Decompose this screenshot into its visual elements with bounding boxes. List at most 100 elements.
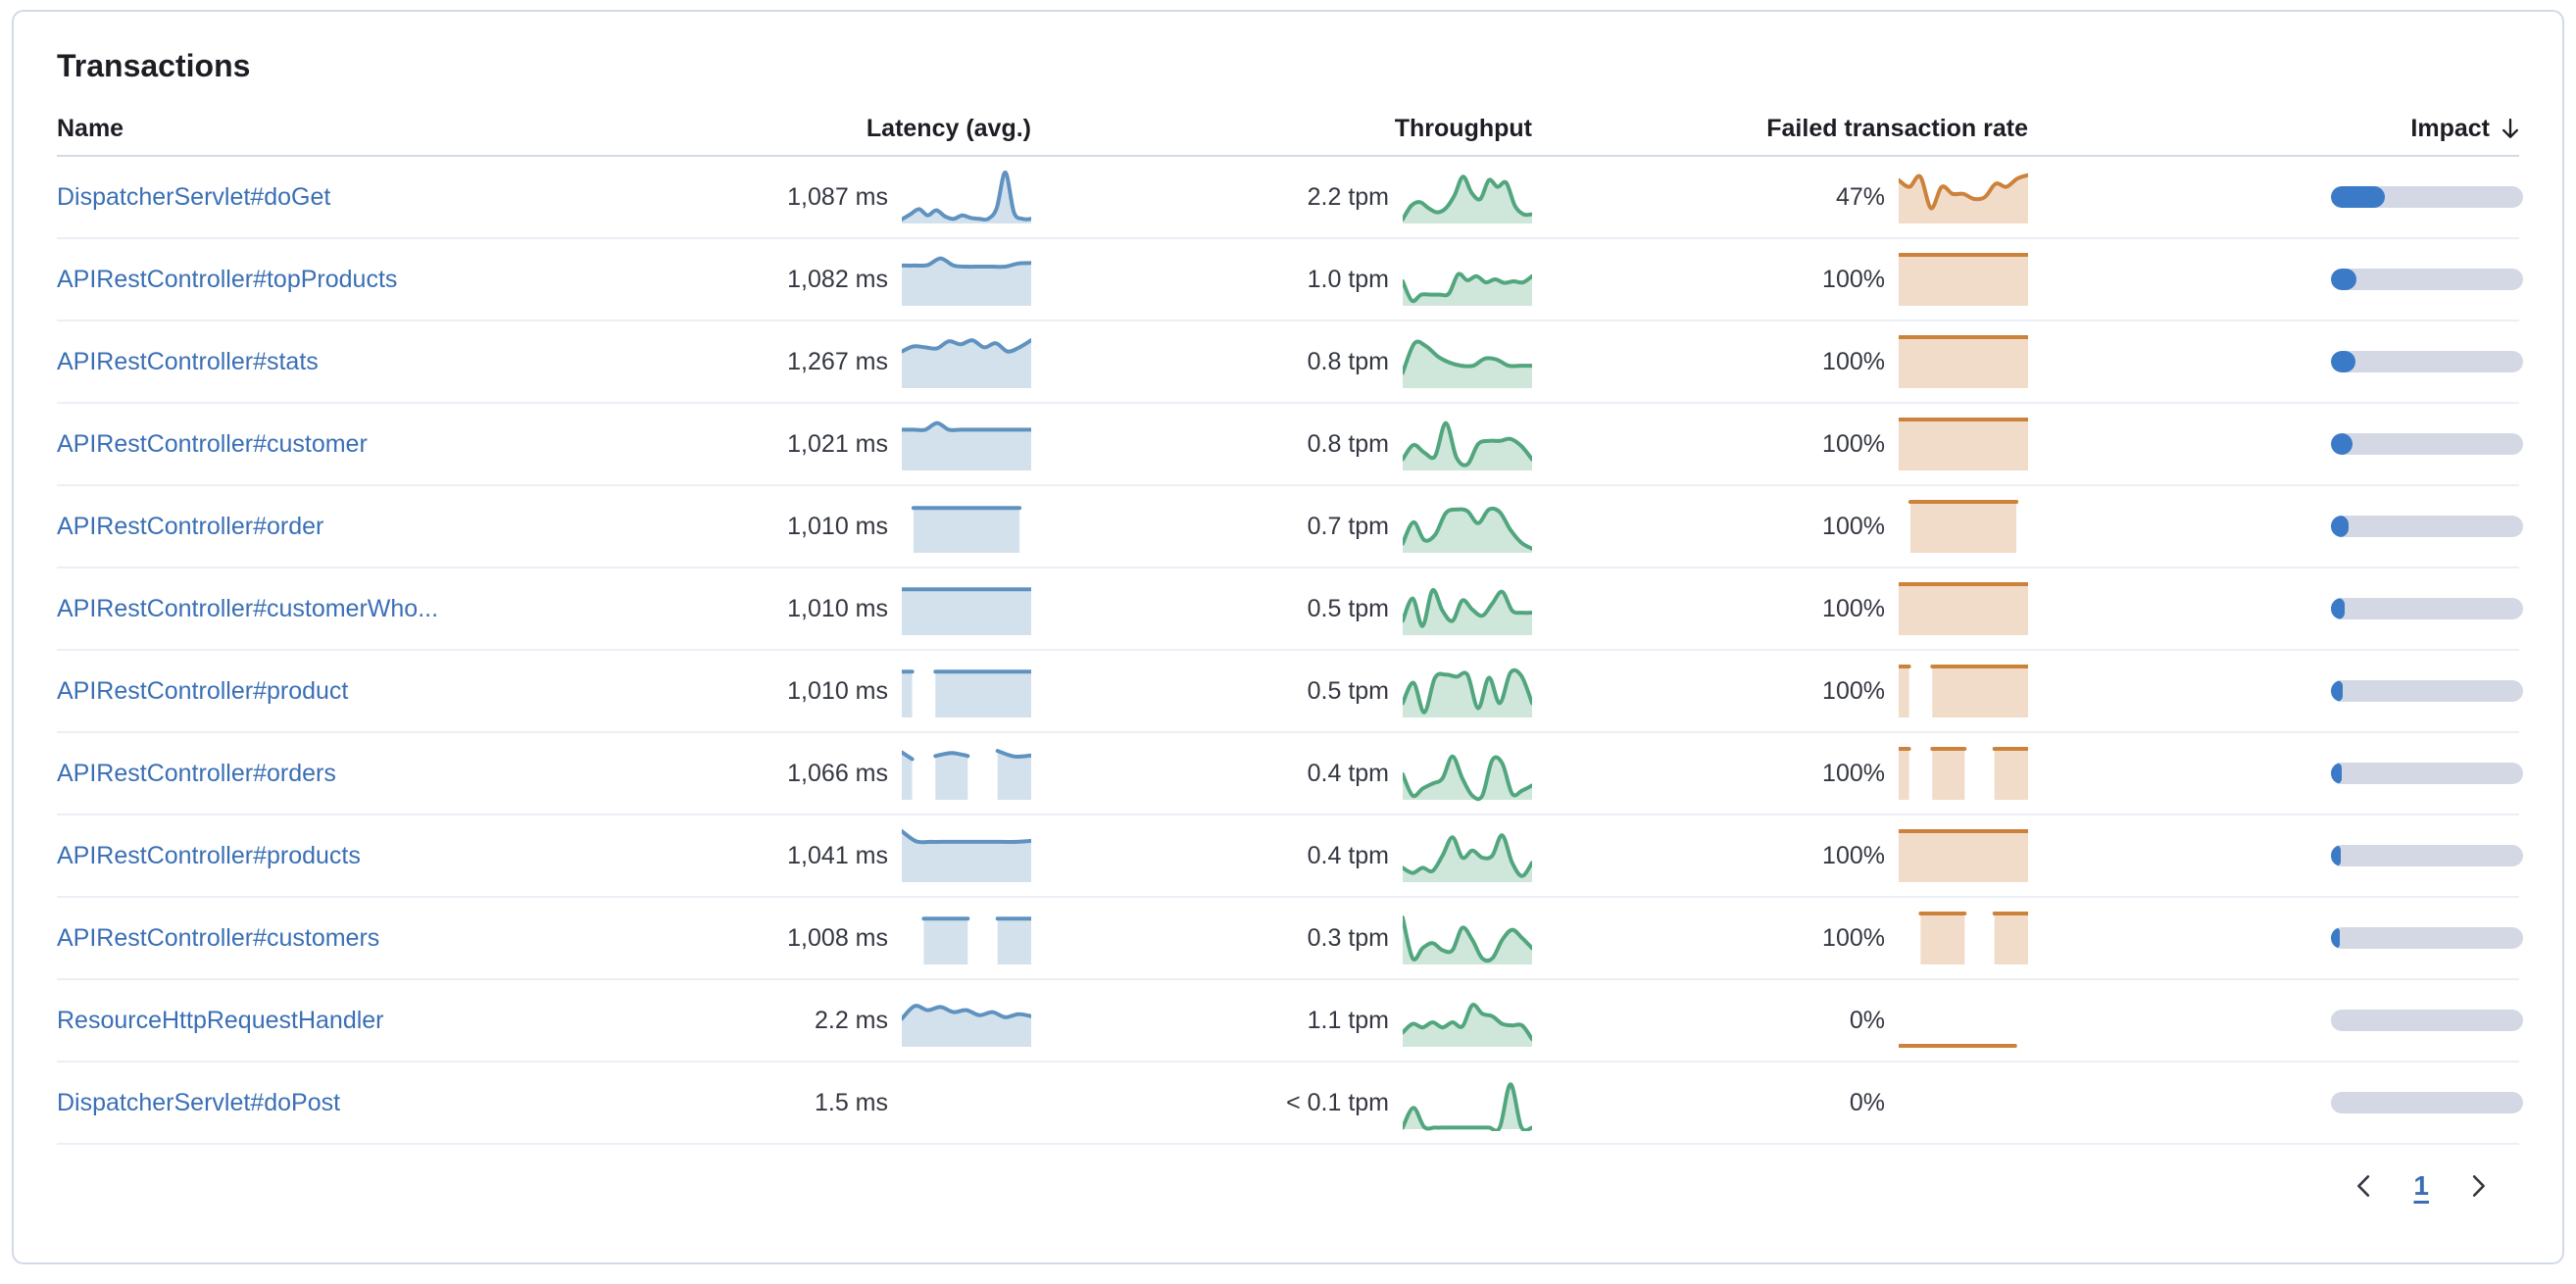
latency-value: 1,021 ms xyxy=(787,429,888,458)
throughput-cell: 1.0 tpm xyxy=(1031,239,1532,320)
transaction-link[interactable]: APIRestController#stats xyxy=(57,347,319,375)
transaction-link[interactable]: APIRestController#customerWho... xyxy=(57,594,439,622)
failed-cell: 100% xyxy=(1532,404,2028,484)
transaction-link[interactable]: DispatcherServlet#doPost xyxy=(57,1088,341,1116)
table-row: APIRestController#product 1,010 ms 0.5 tpm… xyxy=(57,651,2523,733)
impact-cell xyxy=(2028,239,2523,320)
impact-cell xyxy=(2028,404,2523,484)
failed-cell: 100% xyxy=(1532,651,2028,731)
transaction-link[interactable]: APIRestController#products xyxy=(57,841,361,869)
impact-cell xyxy=(2028,321,2523,402)
throughput-cell: 0.5 tpm xyxy=(1031,568,1532,649)
impact-cell xyxy=(2028,733,2523,814)
throughput-value: 0.8 tpm xyxy=(1307,429,1389,458)
column-header-failed-rate[interactable]: Failed transaction rate xyxy=(1766,114,2028,142)
transaction-name-cell: APIRestController#customers xyxy=(57,924,606,953)
table-header-row: Name Latency (avg.) Throughput Failed tr… xyxy=(57,102,2519,157)
panel-title: Transactions xyxy=(57,48,251,83)
failed-cell: 100% xyxy=(1532,486,2028,567)
latency-sparkline xyxy=(902,669,1031,717)
latency-sparkline xyxy=(902,1004,1031,1047)
impact-bar-fill xyxy=(2331,927,2341,949)
latency-sparkline xyxy=(902,829,1031,882)
throughput-sparkline xyxy=(1403,754,1532,802)
latency-sparkline xyxy=(902,170,1031,223)
failed-rate-value: 100% xyxy=(1822,512,1885,540)
impact-bar-fill xyxy=(2331,845,2341,866)
impact-bar xyxy=(2331,433,2523,455)
latency-sparkline xyxy=(902,587,1031,635)
transaction-name-cell: APIRestController#products xyxy=(57,842,606,870)
impact-bar xyxy=(2331,927,2523,949)
table-row: ResourceHttpRequestHandler 2.2 ms 1.1 tpm 0… xyxy=(57,980,2523,1062)
failed-rate-sparkline xyxy=(1899,253,2028,306)
failed-cell: 0% xyxy=(1532,1062,2028,1143)
arrow-down-icon xyxy=(2498,116,2523,141)
transaction-link[interactable]: APIRestController#product xyxy=(57,676,349,705)
transaction-link[interactable]: APIRestController#topProducts xyxy=(57,265,398,293)
transaction-link[interactable]: APIRestController#customer xyxy=(57,429,368,458)
latency-cell: 1.5 ms xyxy=(606,1062,1031,1143)
latency-cell: 1,066 ms xyxy=(606,733,1031,814)
transaction-link[interactable]: ResourceHttpRequestHandler xyxy=(57,1006,384,1034)
throughput-value: 0.3 tpm xyxy=(1307,923,1389,952)
transaction-name-cell: APIRestController#stats xyxy=(57,348,606,376)
transactions-panel: Transactions Name Latency (avg.) Through… xyxy=(12,10,2564,1264)
table-row: APIRestController#customers 1,008 ms 0.3 t… xyxy=(57,898,2523,980)
failed-cell: 100% xyxy=(1532,321,2028,402)
column-header-latency[interactable]: Latency (avg.) xyxy=(866,114,1031,142)
latency-cell: 1,010 ms xyxy=(606,651,1031,731)
failed-rate-value: 100% xyxy=(1822,923,1885,952)
throughput-value: 0.5 tpm xyxy=(1307,676,1389,705)
throughput-cell: 0.8 tpm xyxy=(1031,404,1532,484)
throughput-cell: 0.3 tpm xyxy=(1031,898,1532,978)
transaction-name-cell: APIRestController#customer xyxy=(57,430,606,459)
impact-bar xyxy=(2331,186,2523,208)
impact-bar xyxy=(2331,680,2523,702)
failed-cell: 100% xyxy=(1532,239,2028,320)
failed-cell: 100% xyxy=(1532,815,2028,896)
transaction-link[interactable]: DispatcherServlet#doGet xyxy=(57,182,331,211)
failed-rate-value: 100% xyxy=(1822,676,1885,705)
latency-value: 1,267 ms xyxy=(787,347,888,375)
transaction-name-cell: DispatcherServlet#doGet xyxy=(57,183,606,212)
failed-cell: 100% xyxy=(1532,898,2028,978)
column-header-throughput[interactable]: Throughput xyxy=(1394,114,1532,142)
latency-sparkline xyxy=(921,916,1031,964)
impact-bar-fill xyxy=(2331,186,2385,208)
transaction-name-cell: APIRestController#orders xyxy=(57,760,606,788)
transactions-table-body: DispatcherServlet#doGet 1,087 ms 2.2 tpm 47… xyxy=(57,157,2523,1145)
impact-bar-fill xyxy=(2331,598,2346,619)
next-page-button[interactable] xyxy=(2462,1170,2494,1202)
failed-rate-value: 0% xyxy=(1849,1088,1885,1116)
latency-cell: 1,267 ms xyxy=(606,321,1031,402)
throughput-sparkline xyxy=(1403,833,1532,882)
transaction-link[interactable]: APIRestController#orders xyxy=(57,759,336,787)
latency-value: 1.5 ms xyxy=(814,1088,888,1116)
impact-bar xyxy=(2331,598,2523,619)
throughput-value: 0.4 tpm xyxy=(1307,841,1389,869)
impact-bar-fill xyxy=(2331,269,2357,290)
throughput-sparkline xyxy=(1403,174,1532,223)
column-header-name[interactable]: Name xyxy=(57,114,124,142)
latency-sparkline xyxy=(911,506,1022,553)
page-number-1[interactable]: 1 xyxy=(2413,1170,2429,1201)
column-header-impact[interactable]: Impact xyxy=(2028,115,2523,143)
throughput-value: 1.0 tpm xyxy=(1307,265,1389,293)
latency-cell: 1,087 ms xyxy=(606,157,1031,237)
table-row: APIRestController#products 1,041 ms 0.4 tp… xyxy=(57,815,2523,898)
impact-cell xyxy=(2028,980,2523,1061)
previous-page-button[interactable] xyxy=(2349,1170,2380,1202)
impact-bar xyxy=(2331,763,2523,784)
pagination: 1 xyxy=(57,1170,2519,1202)
transaction-name-cell: APIRestController#topProducts xyxy=(57,266,606,294)
failed-rate-sparkline xyxy=(1899,418,2028,470)
latency-sparkline xyxy=(902,256,1031,306)
throughput-sparkline xyxy=(1403,1082,1532,1131)
transaction-link[interactable]: APIRestController#order xyxy=(57,512,324,540)
table-row: APIRestController#topProducts 1,082 ms 1.0… xyxy=(57,239,2523,321)
throughput-sparkline xyxy=(1403,915,1532,964)
impact-bar xyxy=(2331,845,2523,866)
transaction-link[interactable]: APIRestController#customers xyxy=(57,923,380,952)
throughput-value: < 0.1 tpm xyxy=(1286,1088,1389,1116)
